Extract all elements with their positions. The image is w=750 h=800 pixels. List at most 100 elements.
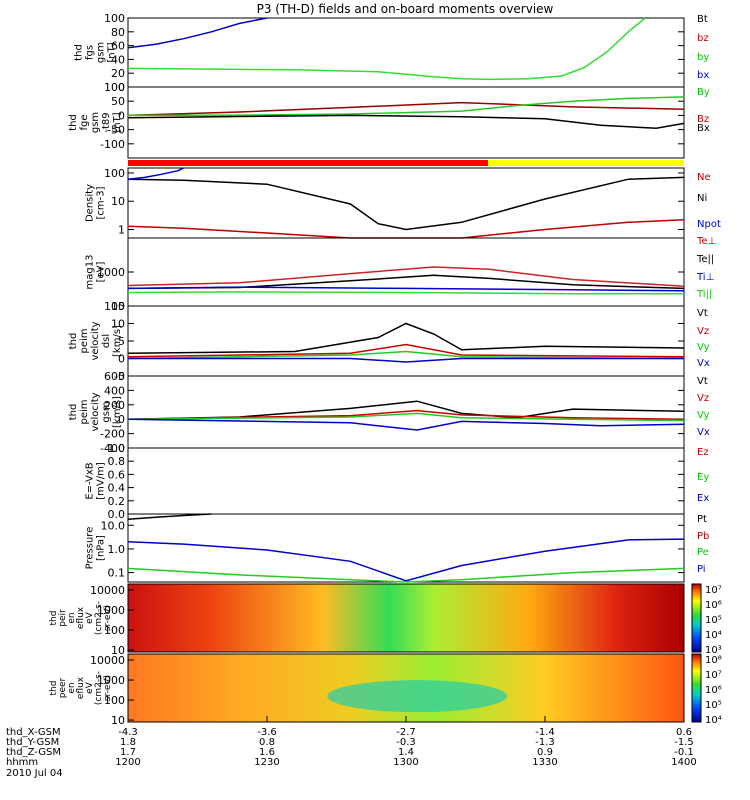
ytick-label: 1000 [97, 674, 125, 687]
legend-Ti||: Ti|| [696, 289, 712, 300]
ylabel-line: eflux [76, 676, 86, 699]
legend-Vz: Vz [697, 326, 709, 337]
legend-Bx: Bx [697, 123, 710, 134]
xaxis-row-value: -4.3 [118, 727, 138, 738]
legend-Bt: Bt [697, 14, 708, 25]
series-line-Npot [127, 167, 184, 180]
panel-frame-density [127, 167, 685, 239]
legend-Ez: Ez [697, 447, 709, 458]
ylabel-line: (cm2-s- [94, 671, 104, 705]
xaxis-row-label: thd_Z-GSM [6, 747, 61, 758]
ylabel-line: sr-eV) [103, 675, 113, 701]
ytick-label: 0.8 [108, 455, 126, 468]
xaxis-row-value: 0.8 [259, 737, 275, 748]
ylabel-line: peim [79, 328, 90, 353]
legend-Pt: Pt [697, 514, 707, 525]
ytick-label: 40 [111, 53, 125, 66]
legend-Vt: Vt [697, 376, 708, 387]
ylabel-line: [nT] [107, 42, 118, 62]
colorbar-tick: 10⁶ [705, 600, 722, 611]
ytick-label: 1000 [97, 604, 125, 617]
ylabel-line: gsm [90, 112, 101, 133]
xaxis-row-value: -2.7 [396, 727, 416, 738]
series-line-Vt [127, 322, 685, 355]
series-line-by [127, 17, 646, 81]
colorbar-tick: 10⁵ [705, 700, 722, 711]
series-line-Ti|| [127, 291, 684, 295]
series-line-Vy [127, 412, 685, 422]
legend-Ni: Ni [697, 193, 707, 204]
ytick-label: 10.0 [101, 519, 126, 532]
xaxis-row-value: 0.9 [537, 747, 553, 758]
series-line-Vz [127, 343, 685, 358]
spectrogram-peir [128, 584, 684, 652]
ytick-label: 50 [111, 95, 125, 108]
colorbar-tick: 10³ [705, 645, 722, 656]
xaxis-row-label: thd_X-GSM [6, 727, 61, 738]
ytick-label: 5 [118, 335, 125, 348]
ylabel-line: mag13 [85, 255, 96, 290]
ylabel-line: gsm [96, 42, 107, 63]
colorbar-tick: 10⁶ [705, 685, 722, 696]
ytick-label: 0 [118, 353, 125, 366]
ytick-label: 600 [104, 370, 125, 383]
ytick-label: 0.0 [108, 508, 126, 521]
ylabel-line: thd [68, 404, 79, 421]
ytick-label: 1.0 [108, 442, 126, 455]
ytick-label: 100 [104, 12, 125, 25]
ylabel-line: -t89 [101, 112, 112, 132]
xaxis-row-value: -0.1 [674, 747, 694, 758]
ytick-label: 10 [111, 195, 125, 208]
series-line-bx [127, 17, 268, 49]
ylabel-line: gsm [101, 401, 112, 422]
ytick-label: 0.6 [108, 468, 126, 481]
series-line-Vx [128, 357, 684, 363]
ytick-label: 10 [111, 318, 125, 331]
xaxis-row-value: 1330 [532, 757, 557, 768]
ylabel-line: velocity [90, 321, 101, 360]
ytick-label: -5 [114, 370, 125, 383]
ylabel-line: [nT] [112, 112, 123, 132]
legend-Pe: Pe [697, 547, 709, 558]
ytick-label: 100 [104, 167, 125, 180]
series-line-Vt [127, 400, 685, 420]
ylabel-line: eV [85, 681, 95, 694]
ylabel-line: peir [58, 609, 68, 627]
xaxis-row-value: -1.5 [674, 737, 694, 748]
ylabel-line: [nPa] [96, 535, 107, 561]
series-line-Pi [127, 538, 685, 582]
ytick-label: 400 [104, 384, 125, 397]
legend-Ex: Ex [697, 493, 709, 504]
legend-Vt: Vt [697, 308, 708, 319]
ytick-label: 1 [118, 223, 125, 236]
legend-Vz: Vz [697, 393, 709, 404]
ytick-label: 60 [111, 40, 125, 53]
xaxis-row-value: 1.6 [259, 747, 275, 758]
ytick-label: -50 [107, 124, 125, 137]
xaxis-row-value: 1.8 [120, 737, 136, 748]
plot-date: 2010 Jul 04 [6, 768, 63, 779]
xaxis-row-value: 1300 [393, 757, 418, 768]
legend-Vx: Vx [697, 427, 710, 438]
series-line-Bx [127, 114, 685, 129]
legend-Vx: Vx [697, 358, 710, 369]
legend-Pi: Pi [697, 564, 706, 575]
ytick-label: 10000 [90, 584, 125, 597]
ytick-label: -200 [100, 428, 125, 441]
series-line-Vz [127, 409, 685, 420]
panel-frame-temp [127, 237, 685, 307]
ylabel-line: thd [68, 114, 79, 131]
plot-title: P3 (TH-D) fields and on-board moments ov… [257, 2, 554, 16]
ylabel-line: [km/s] [112, 325, 123, 357]
series-line-Vx [127, 418, 685, 431]
colorbar-tick: 10⁷ [705, 670, 722, 681]
ylabel-line: [eV] [96, 262, 107, 283]
legend-by: by [697, 52, 709, 63]
panel-frame-fge [127, 86, 685, 159]
series-line-Ti⊥ [127, 286, 685, 292]
ylabel-line: eflux [76, 606, 86, 629]
xaxis-row-value: 0.6 [676, 727, 692, 738]
ytick-label: 0 [118, 81, 125, 94]
